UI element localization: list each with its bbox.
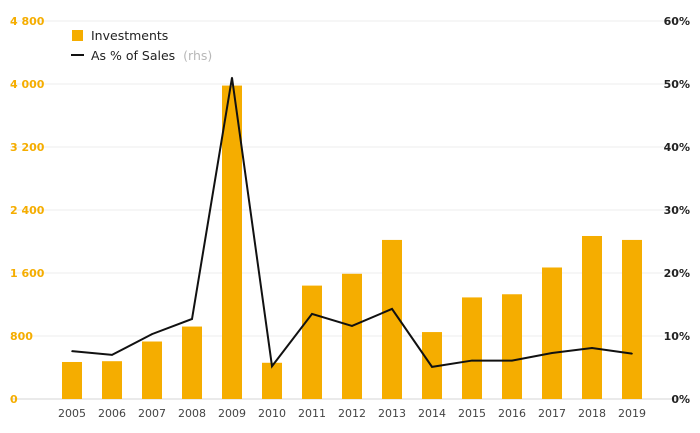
bar-2011 (302, 285, 322, 399)
y-left-tick-label: 4 800 (10, 15, 45, 28)
line-point-2006 (111, 354, 113, 356)
left-axis-ticks: 0 800 1 600 2 400 3 200 4 000 4 800 (10, 15, 45, 406)
line-point-2013 (391, 308, 393, 310)
x-tick-label: 2015 (458, 407, 486, 420)
x-tick-label: 2006 (98, 407, 126, 420)
x-tick-label: 2008 (178, 407, 206, 420)
bar-2017 (542, 267, 562, 399)
line-point-2016 (511, 359, 513, 362)
y-left-tick-label: 1 600 (10, 267, 45, 280)
legend-swatch-investments (72, 30, 83, 41)
right-axis-ticks: 0% 10% 20% 30% 40% 50% 60% (664, 15, 690, 406)
x-tick-label: 2014 (418, 407, 446, 420)
y-left-tick-label: 4 000 (10, 78, 45, 91)
line-point-2009 (231, 76, 233, 79)
line-point-2015 (471, 359, 473, 362)
bar-2016 (502, 294, 522, 399)
bar-2013 (382, 239, 402, 399)
bar-2010 (262, 362, 282, 399)
legend-label-percent: As % of Sales (91, 48, 175, 63)
line-point-2014 (431, 366, 433, 368)
gridlines (10, 20, 690, 400)
legend-label-investments: Investments (91, 28, 168, 43)
line-point-2010 (271, 365, 273, 368)
x-tick-label: 2009 (218, 407, 246, 420)
y-left-tick-label: 0 (10, 393, 18, 406)
line-point-2005 (71, 350, 73, 352)
y-right-tick-label: 0% (671, 393, 690, 406)
svg-text:As % of Sales (rhs): As % of Sales (rhs) (91, 48, 212, 63)
y-right-tick-label: 10% (664, 330, 690, 343)
x-tick-label: 2018 (578, 407, 606, 420)
line-point-2008 (191, 318, 193, 320)
line-point-2018 (591, 347, 593, 349)
y-left-tick-label: 800 (10, 330, 33, 343)
y-right-tick-label: 60% (664, 15, 690, 28)
x-tick-label: 2017 (538, 407, 566, 420)
bar-2015 (462, 297, 482, 399)
investment-bars (62, 85, 642, 399)
x-axis-ticks: 2005 2006 2007 2008 2009 2010 2011 2012 2013 2014… (58, 407, 646, 420)
x-tick-label: 2019 (618, 407, 646, 420)
y-right-tick-label: 30% (664, 204, 690, 217)
legend: Investments As % of Sales (rhs) (71, 28, 212, 63)
x-tick-label: 2013 (378, 407, 406, 420)
line-point-2017 (551, 352, 553, 354)
y-left-tick-label: 3 200 (10, 141, 45, 154)
bar-2006 (102, 361, 122, 399)
line-point-2011 (311, 313, 313, 315)
percent-line (71, 76, 633, 369)
bar-2018 (582, 235, 602, 399)
bar-2019 (622, 239, 642, 399)
x-tick-label: 2016 (498, 407, 526, 420)
x-tick-label: 2005 (58, 407, 86, 420)
legend-label-rhs: (rhs) (183, 48, 212, 63)
y-right-tick-label: 20% (664, 267, 690, 280)
line-point-2012 (351, 325, 353, 327)
x-tick-label: 2007 (138, 407, 166, 420)
x-tick-label: 2011 (298, 407, 326, 420)
bar-2012 (342, 273, 362, 399)
x-tick-label: 2010 (258, 407, 286, 420)
line-point-2007 (151, 333, 153, 335)
y-left-tick-label: 2 400 (10, 204, 45, 217)
y-right-tick-label: 50% (664, 78, 690, 91)
x-tick-label: 2012 (338, 407, 366, 420)
y-right-tick-label: 40% (664, 141, 690, 154)
bar-2009 (222, 85, 242, 399)
bar-2008 (182, 326, 202, 399)
bar-2005 (62, 361, 82, 399)
bar-2007 (142, 341, 162, 399)
line-point-2019 (631, 352, 633, 355)
